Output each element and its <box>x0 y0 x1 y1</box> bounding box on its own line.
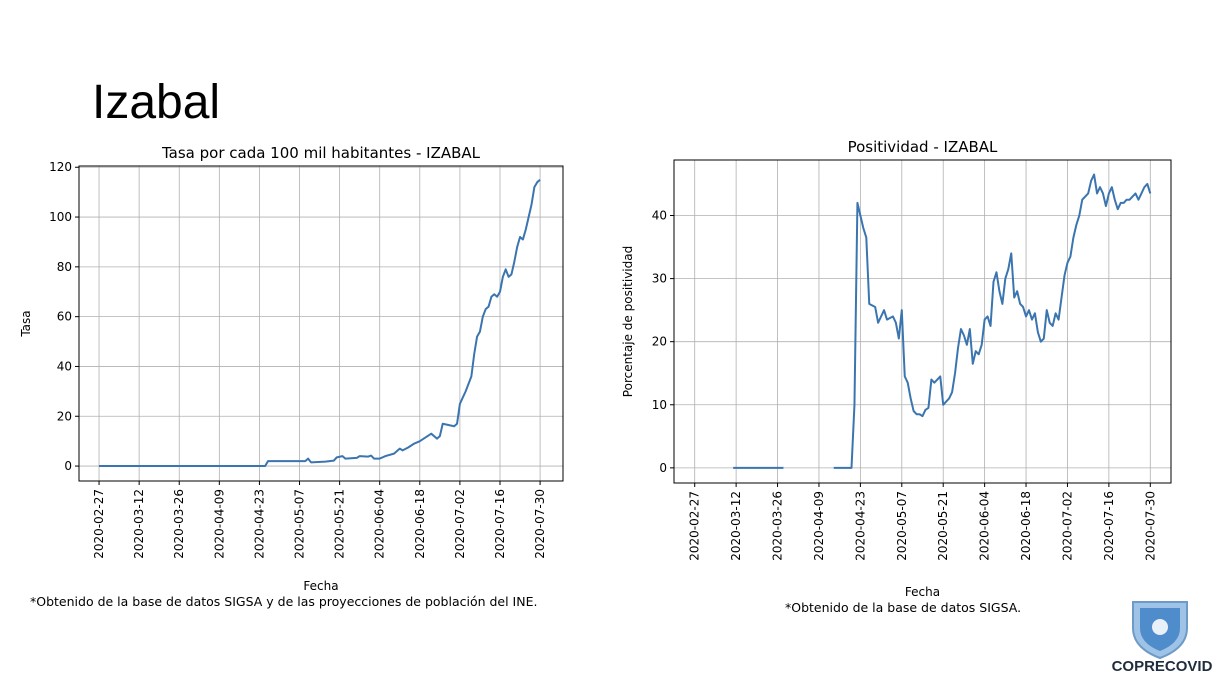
y-tick-label: 40 <box>57 359 72 373</box>
x-tick-label: 2020-05-07 <box>895 491 909 561</box>
x-tick-label: 2020-07-02 <box>1060 491 1074 561</box>
data-line <box>99 178 541 468</box>
y-tick-label: 30 <box>652 272 667 286</box>
chart-title: Tasa por cada 100 mil habitantes - IZABA… <box>161 144 481 162</box>
y-tick-label: 0 <box>64 459 72 473</box>
x-tick-label: 2020-07-16 <box>493 489 507 559</box>
y-tick-label: 80 <box>57 260 72 274</box>
x-tick-label: 2020-07-02 <box>453 489 467 559</box>
logo-text: COPRECOVID <box>1112 658 1213 675</box>
data-line <box>733 173 1152 469</box>
y-axis-label: Porcentaje de positividad <box>621 246 635 397</box>
y-tick-label: 100 <box>49 210 72 224</box>
x-tick-label: 2020-02-27 <box>92 489 106 559</box>
x-tick-label: 2020-06-04 <box>373 489 387 559</box>
x-tick-label: 2020-03-12 <box>729 491 743 561</box>
x-tick-label: 2020-07-16 <box>1102 491 1116 561</box>
chart-title: Positividad - IZABAL <box>848 138 998 156</box>
x-tick-label: 2020-04-09 <box>812 491 826 561</box>
x-axis-label: Fecha <box>303 579 338 593</box>
logo-emblem <box>1152 619 1168 635</box>
x-axis-label: Fecha <box>905 585 940 599</box>
x-tick-label: 2020-05-07 <box>293 489 307 559</box>
y-tick-label: 10 <box>652 398 667 412</box>
logo: COPRECOVID <box>1112 601 1213 675</box>
x-tick-label: 2020-05-21 <box>333 489 347 559</box>
plot-frame <box>78 165 564 482</box>
y-axis-label: Tasa <box>19 310 33 337</box>
y-tick-label: 20 <box>57 409 72 423</box>
x-tick-label: 2020-04-23 <box>252 489 266 559</box>
x-tick-label: 2020-07-30 <box>1143 491 1157 561</box>
x-tick-label: 2020-04-09 <box>212 489 226 559</box>
x-tick-label: 2020-03-12 <box>132 489 146 559</box>
x-tick-label: 2020-02-27 <box>688 491 702 561</box>
x-tick-label: 2020-05-21 <box>936 491 950 561</box>
plot-frame <box>673 159 1172 484</box>
x-tick-label: 2020-06-04 <box>978 491 992 561</box>
x-tick-label: 2020-03-26 <box>172 489 186 559</box>
y-tick-label: 40 <box>652 209 667 223</box>
slide-title: Izabal <box>92 76 220 129</box>
y-tick-label: 20 <box>652 335 667 349</box>
y-tick-label: 60 <box>57 310 72 324</box>
footnote: *Obtenido de la base de datos SIGSA y de… <box>30 594 537 609</box>
y-tick-label: 0 <box>659 461 667 475</box>
x-tick-label: 2020-07-30 <box>533 489 547 559</box>
y-tick-label: 120 <box>49 160 72 174</box>
x-tick-label: 2020-06-18 <box>413 489 427 559</box>
x-tick-label: 2020-06-18 <box>1019 491 1033 561</box>
x-tick-label: 2020-03-26 <box>771 491 785 561</box>
x-tick-label: 2020-04-23 <box>853 491 867 561</box>
footnote: *Obtenido de la base de datos SIGSA. <box>785 600 1021 615</box>
